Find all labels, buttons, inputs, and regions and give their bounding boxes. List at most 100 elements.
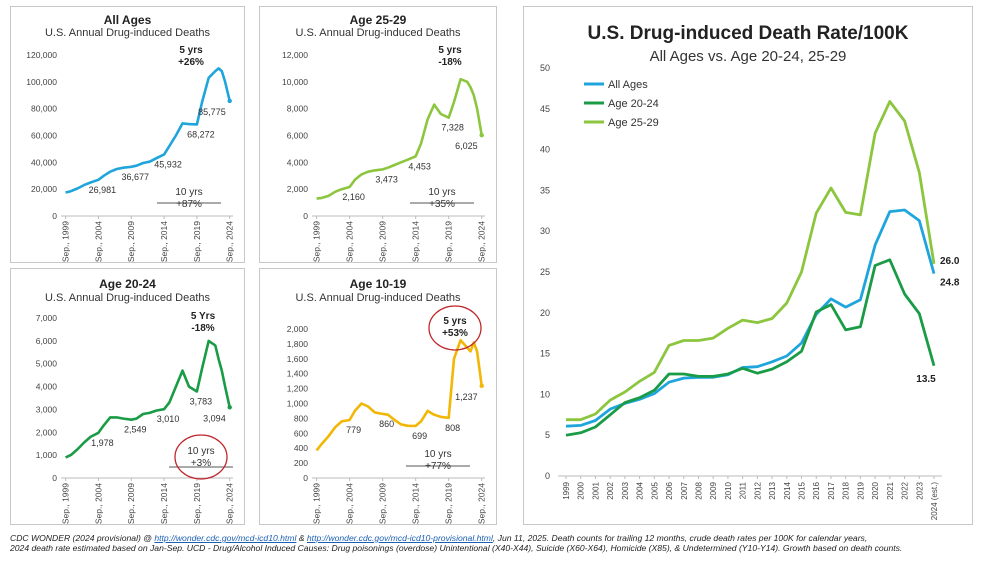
data-label: 779	[346, 425, 361, 435]
five-year-change: +53%	[442, 328, 468, 339]
data-label: 1,237	[455, 392, 478, 402]
x-tick-label: 2021	[886, 481, 895, 499]
ten-year-label: 10 yrs	[187, 446, 214, 457]
data-label: 6,025	[455, 141, 478, 151]
x-tick-label: 2004	[636, 481, 645, 499]
highlight-circle	[428, 305, 482, 351]
ten-year-label: 10 yrs	[175, 187, 202, 198]
data-label: 699	[412, 431, 427, 441]
ten-year-change: +87%	[176, 199, 202, 210]
chart-subtitle: U.S. Annual Drug-induced Deaths	[44, 292, 211, 304]
source-footnote: CDC WONDER (2024 provisional) @ http://w…	[10, 533, 995, 553]
y-tick-label: 6,000	[287, 131, 309, 141]
data-label: 26,981	[89, 185, 117, 195]
chart-subtitle: U.S. Annual Drug-induced Deaths	[295, 27, 461, 39]
x-tick-label: Sep., 2019	[444, 221, 454, 262]
y-tick-label: 4,000	[287, 157, 309, 167]
chart-title: All Ages	[103, 13, 152, 27]
chart-plot: 0 5 10 15 20 25 30 35 40 45 50 1999 2000 2001 2002 2003…	[540, 63, 960, 521]
x-tick-label: Sep., 2024	[477, 221, 487, 262]
y-tick-label: 25	[540, 267, 550, 277]
x-tick-label: Sep., 1999	[312, 221, 322, 262]
data-label: 808	[445, 423, 460, 433]
chart-title: U.S. Drug-induced Death Rate/100K	[587, 23, 909, 44]
x-tick-label: 2013	[768, 481, 777, 499]
x-tick-label: 2012	[753, 481, 762, 499]
five-year-change: -18%	[438, 57, 461, 68]
y-tick-label: 2,000	[36, 427, 58, 437]
x-tick-label: Sep., 2004	[93, 221, 103, 262]
legend-label: Age 20-24	[608, 98, 659, 110]
cdc-wonder-provisional-link[interactable]: http://wonder.cdc.gov/mcd-icd10-provisio…	[306, 533, 493, 543]
series-line-age-20-24	[565, 258, 936, 437]
data-label: 3,473	[375, 174, 398, 184]
chart-subtitle: U.S. Annual Drug-induced Deaths	[295, 292, 461, 304]
x-tick-label: 2023	[915, 481, 924, 499]
footnote-line-2: 2024 death rate estimated based on Jan-S…	[10, 543, 903, 553]
y-tick-label: 5	[545, 430, 550, 440]
footnote-text: CDC WONDER (2024 provisional) @	[10, 533, 155, 543]
x-tick-label: Sep., 2019	[192, 221, 202, 262]
x-tick-label: 2005	[650, 481, 659, 499]
ten-year-change: +3%	[191, 458, 211, 469]
y-tick-label: 0	[303, 473, 308, 483]
y-tick-label: 100,000	[26, 77, 57, 87]
chart-plot: 0 200 400 600 800 1,000 1,200 1,400 1,600 1,800 2,…	[287, 305, 487, 524]
ten-year-label: 10 yrs	[428, 187, 455, 198]
x-tick-label: Sep., 2004	[93, 483, 103, 524]
five-year-label: 5 Yrs	[191, 311, 216, 322]
y-tick-label: 2,000	[287, 184, 309, 194]
y-tick-label: 20	[540, 308, 550, 318]
y-tick-label: 0	[545, 471, 550, 481]
x-tick-label: Sep., 2004	[345, 483, 355, 524]
x-tick-label: Sep., 2009	[378, 483, 388, 524]
data-label: 36,677	[121, 172, 149, 182]
chart-title: Age 25-29	[349, 13, 407, 27]
chart-title: Age 20-24	[99, 277, 156, 291]
data-label: 4,453	[408, 161, 431, 171]
x-tick-label: Sep., 2009	[126, 221, 136, 262]
chart-plot: 0 1,000 2,000 3,000 4,000 5,000 6,000 7,000 Sep.…	[36, 311, 235, 524]
x-tick-label: Sep., 2014	[159, 221, 169, 262]
y-tick-label: 800	[294, 413, 308, 423]
x-tick-label: 1999	[562, 481, 571, 499]
x-tick-label: Sep., 2024	[225, 483, 235, 524]
y-tick-label: 10	[540, 389, 550, 399]
series-line	[315, 338, 483, 452]
chart-subtitle: All Ages vs. Age 20-24, 25-29	[649, 48, 847, 65]
end-value-label: 24.8	[940, 278, 960, 289]
footnote-text: , Jun 11, 2025. Death counts for trailin…	[492, 533, 868, 543]
y-tick-label: 35	[540, 185, 550, 195]
y-tick-label: 4,000	[36, 382, 58, 392]
x-tick-label: 2022	[901, 481, 910, 499]
y-tick-label: 20,000	[31, 184, 57, 194]
data-label: 3,094	[203, 413, 226, 423]
data-label: 85,775	[198, 107, 226, 117]
ten-year-change: +77%	[425, 461, 451, 472]
x-tick-label: 2008	[694, 481, 703, 499]
five-year-change: +26%	[178, 57, 204, 68]
x-tick-label: 2010	[724, 481, 733, 499]
y-tick-label: 600	[294, 428, 308, 438]
x-tick-label: 2017	[827, 481, 836, 499]
x-tick-label: Sep., 2009	[126, 483, 136, 524]
end-value-label: 26.0	[940, 256, 960, 267]
y-tick-label: 40,000	[31, 157, 57, 167]
data-label: 45,932	[154, 159, 182, 169]
y-tick-label: 0	[303, 211, 308, 221]
chart-age-25-29: Age 25-29 U.S. Annual Drug-induced Death…	[259, 6, 497, 263]
x-tick-label: Sep., 2004	[345, 221, 355, 262]
y-tick-label: 7,000	[36, 313, 58, 323]
x-tick-label: 2024 (est.)	[930, 482, 939, 521]
x-tick-label: 2002	[606, 481, 615, 499]
y-tick-label: 1,400	[287, 369, 309, 379]
chart-plot: 0 2,000 4,000 6,000 8,000 10,000 12,000 Sep., 1…	[282, 45, 487, 262]
y-tick-label: 3,000	[36, 404, 58, 414]
chart-subtitle: U.S. Annual Drug-induced Deaths	[44, 27, 211, 39]
x-tick-label: 2011	[739, 481, 748, 499]
data-label: 7,328	[441, 123, 464, 133]
x-tick-label: 2018	[842, 481, 851, 499]
cdc-wonder-link[interactable]: http://wonder.cdc.gov/mcd-icd10.html	[154, 533, 297, 543]
x-tick-label: 2015	[798, 481, 807, 499]
x-tick-label: Sep., 1999	[312, 483, 322, 524]
